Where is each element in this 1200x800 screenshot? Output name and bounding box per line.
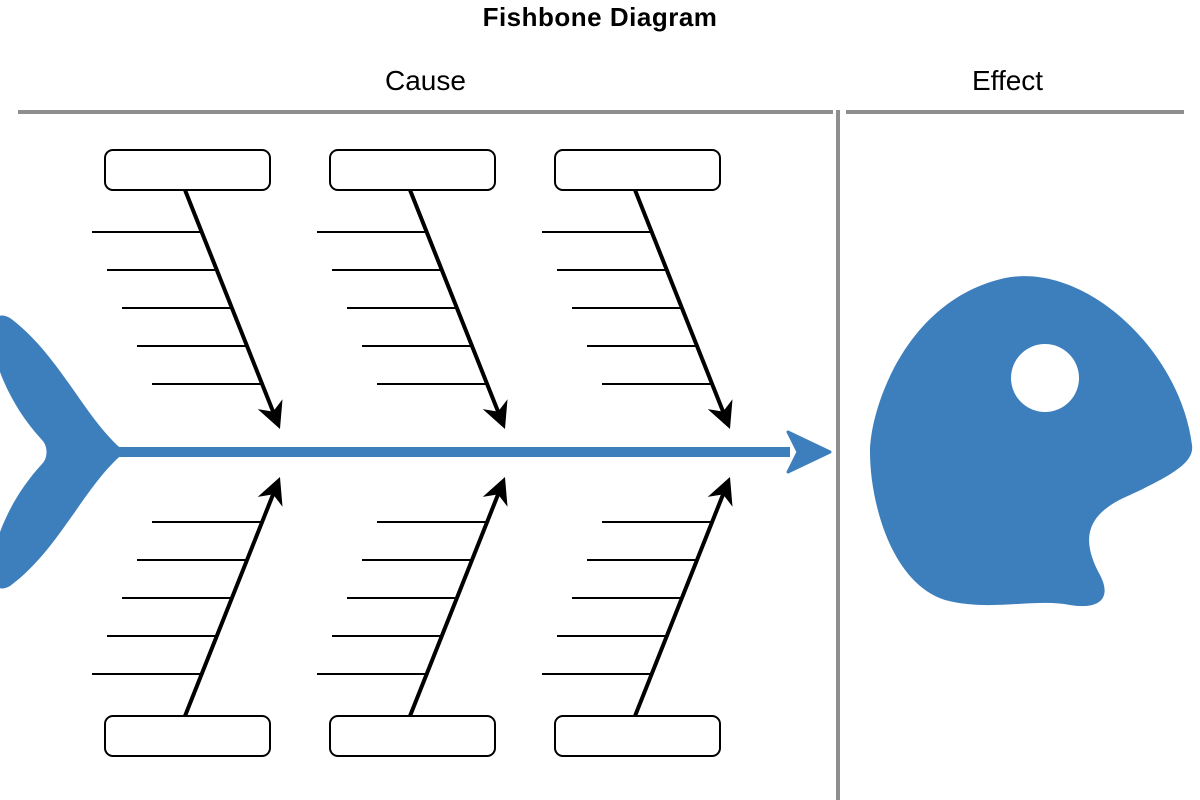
bone-bottom-3 (542, 482, 728, 716)
category-box-top-2[interactable] (330, 150, 495, 190)
bone-bottom-1 (92, 482, 278, 716)
category-box-top-1[interactable] (105, 150, 270, 190)
bone-top-2 (317, 190, 503, 424)
fish-tail-icon (0, 315, 125, 588)
spine-arrow (118, 432, 830, 472)
bone-top-1 (92, 190, 278, 424)
category-box-top-3[interactable] (555, 150, 720, 190)
fish-head-icon (870, 276, 1192, 606)
fishbone-svg (0, 0, 1200, 800)
category-box-bottom-2[interactable] (330, 716, 495, 756)
category-box-bottom-1[interactable] (105, 716, 270, 756)
bone-top-3 (542, 190, 728, 424)
bone-bottom-2 (317, 482, 503, 716)
category-box-bottom-3[interactable] (555, 716, 720, 756)
